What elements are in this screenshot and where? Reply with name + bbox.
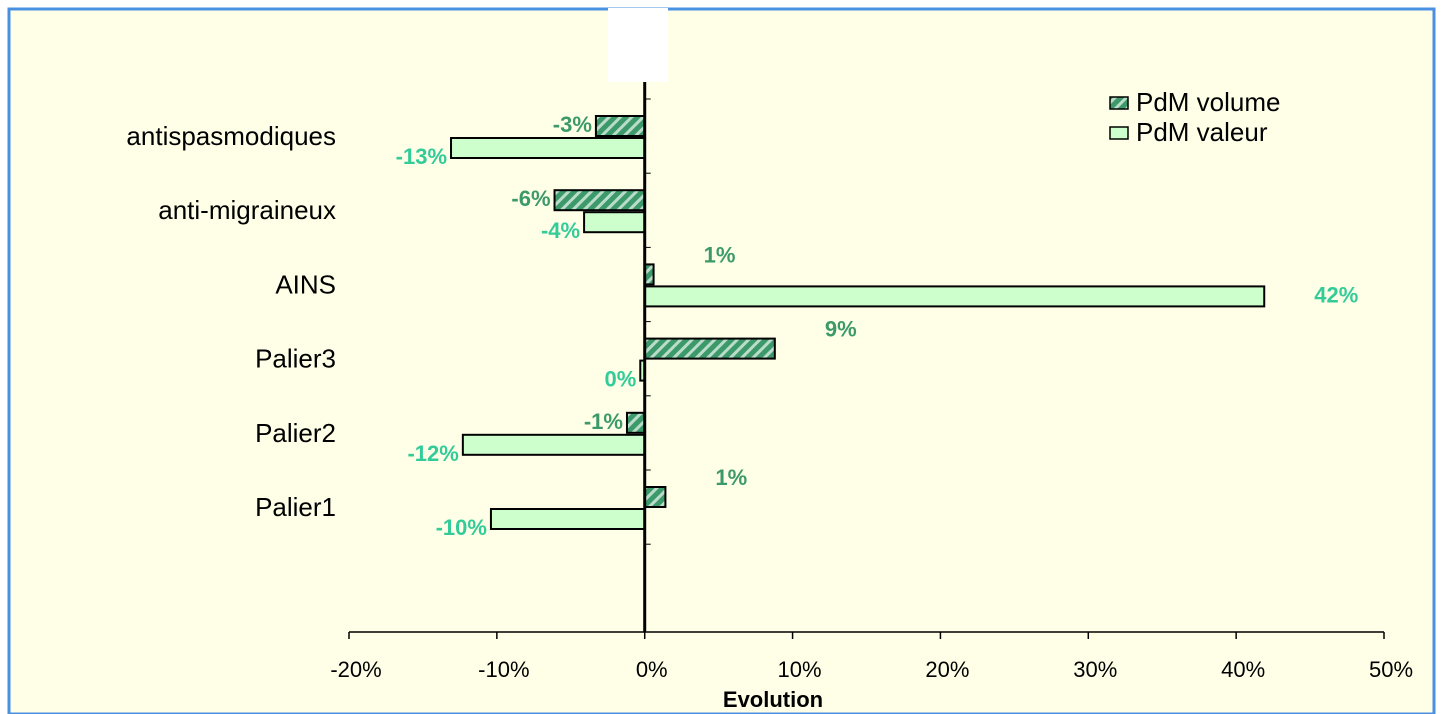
labels-layer: antispasmodiques -3% -13% anti-migraineux -6…	[126, 112, 1358, 540]
x-tick-label: 10%	[778, 657, 822, 682]
bar-valeur	[450, 137, 646, 159]
data-label: -1%	[584, 409, 623, 434]
bar-volume	[643, 486, 667, 508]
x-tick-label: 40%	[1221, 657, 1265, 682]
bar-valeur	[461, 433, 646, 456]
category-label: Palier2	[255, 418, 336, 448]
x-tick-label: 20%	[925, 657, 969, 682]
axes-layer: -20% -10% 0% 10% 20% 30% 40% 50% Evolution	[330, 82, 1413, 712]
data-label: -10%	[436, 515, 487, 540]
data-label: -3%	[553, 112, 592, 137]
category-label: Palier3	[255, 344, 336, 374]
bar-volume	[594, 115, 646, 137]
x-axis-title: Evolution	[723, 687, 823, 712]
bars-layer	[450, 115, 1266, 530]
category-label: anti-migraineux	[158, 195, 336, 225]
data-label: 1%	[715, 465, 747, 490]
data-label: 1%	[704, 242, 736, 267]
x-tick-label: 50%	[1369, 657, 1413, 682]
data-label: -6%	[511, 186, 550, 211]
category-label: antispasmodiques	[126, 121, 336, 151]
chart-background	[7, 7, 1436, 714]
plot-top-gap	[608, 8, 668, 82]
legend-label-volume: PdM volume	[1136, 87, 1281, 117]
data-label: 9%	[825, 317, 857, 342]
data-label: -12%	[407, 441, 458, 466]
data-label: 0%	[604, 367, 636, 392]
legend-swatch-volume	[1109, 96, 1129, 110]
category-label: AINS	[275, 269, 336, 299]
bar-volume	[553, 189, 646, 212]
bar-valeur	[583, 211, 646, 234]
x-tick-label: -10%	[478, 657, 529, 682]
x-tick-label: 30%	[1073, 657, 1117, 682]
legend-swatch-valeur	[1109, 126, 1129, 140]
data-label: -13%	[396, 144, 447, 169]
data-label: 42%	[1314, 282, 1358, 307]
x-tick-label: -20%	[330, 657, 381, 682]
bar-volume	[643, 337, 776, 360]
category-label: Palier1	[255, 492, 336, 522]
legend-label-valeur: PdM valeur	[1136, 117, 1268, 147]
data-label: -4%	[541, 218, 580, 243]
bar-valeur	[643, 285, 1266, 308]
x-tick-label: 0%	[636, 657, 668, 682]
bar-volume	[625, 411, 646, 434]
bar-valeur	[489, 508, 646, 530]
